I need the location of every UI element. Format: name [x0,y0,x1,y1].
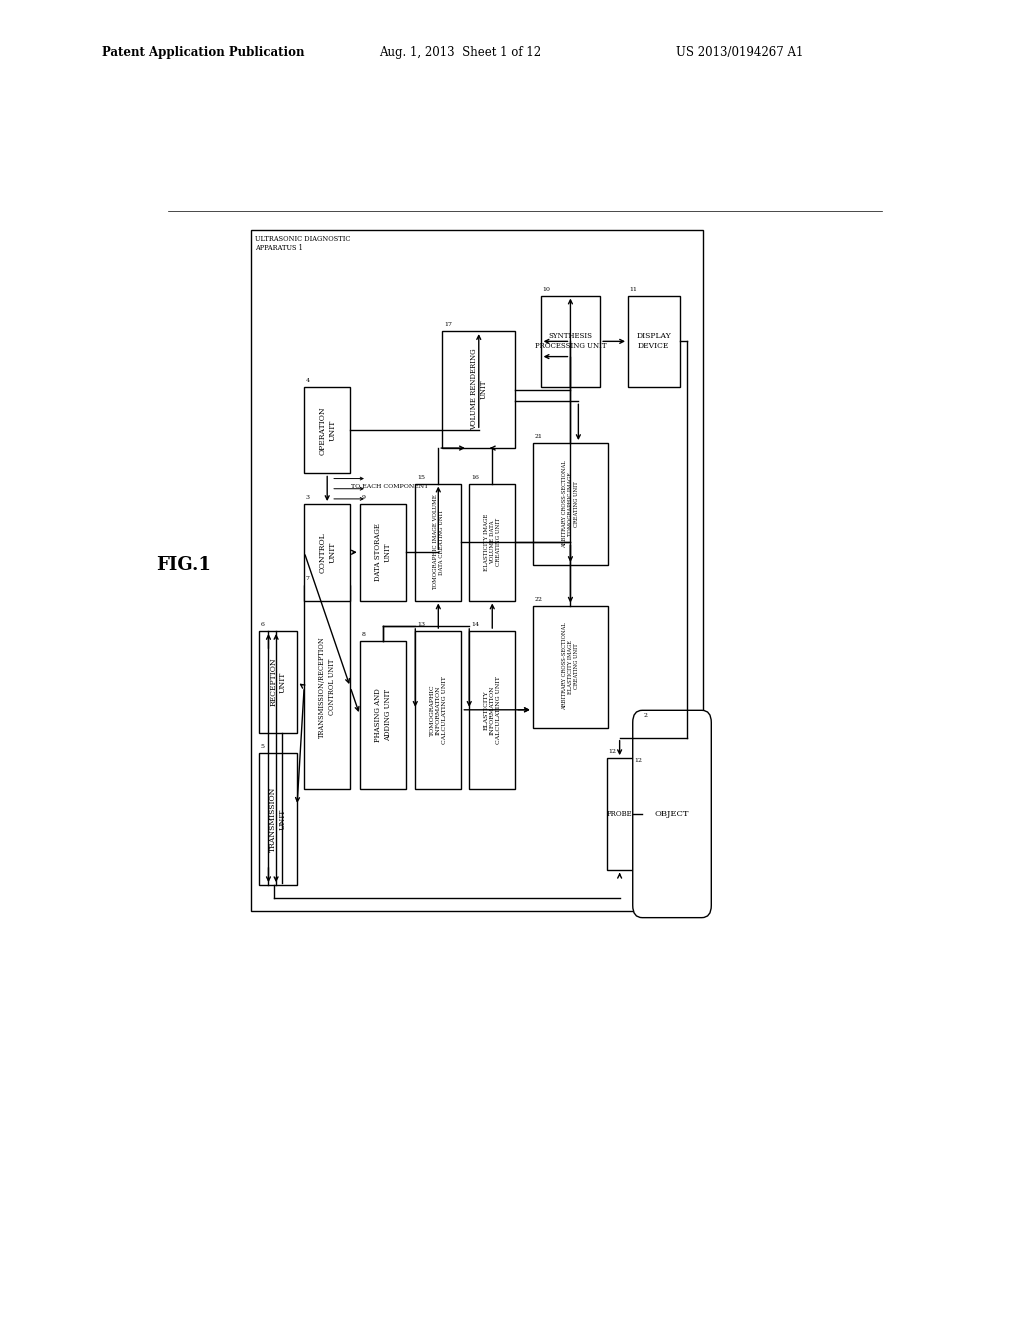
Text: TRANSMISSION/RECEPTION
CONTROL UNIT: TRANSMISSION/RECEPTION CONTROL UNIT [318,636,336,738]
Text: 14: 14 [471,622,479,627]
Bar [442,331,515,447]
Text: DISPLAY
DEVICE: DISPLAY DEVICE [636,333,671,350]
Text: 5: 5 [260,744,264,748]
Text: 17: 17 [443,322,452,327]
Text: 13: 13 [417,622,425,627]
Bar [304,585,350,788]
Text: TRANSMISSION
UNIT: TRANSMISSION UNIT [269,787,287,851]
Bar [259,631,297,733]
Text: 12: 12 [634,758,642,763]
Bar [532,606,608,727]
Text: VOLUME RENDERING
UNIT: VOLUME RENDERING UNIT [470,348,487,430]
Text: OBJECT: OBJECT [654,810,689,818]
Text: 12: 12 [608,748,616,754]
Bar [606,758,633,870]
Text: 16: 16 [471,475,478,479]
Bar [469,631,515,788]
Text: 6: 6 [260,622,264,627]
Text: 8: 8 [361,632,366,638]
Text: TOMOGRAPHIC IMAGE VOLUME
DATA CREATING UNIT: TOMOGRAPHIC IMAGE VOLUME DATA CREATING U… [433,494,443,590]
Text: 7: 7 [306,577,310,581]
Text: ELASTICITY IMAGE
VOLUME DATA
CREATING UNIT: ELASTICITY IMAGE VOLUME DATA CREATING UN… [483,513,501,570]
Bar [541,296,600,387]
Bar [416,483,461,601]
Bar [359,504,406,601]
Text: DATA STORAGE
UNIT: DATA STORAGE UNIT [374,523,391,581]
Bar [469,483,515,601]
Text: 11: 11 [630,286,638,292]
Text: OPERATION
UNIT: OPERATION UNIT [318,407,336,454]
Text: 22: 22 [535,597,543,602]
Text: SYNTHESIS
PROCESSING UNIT: SYNTHESIS PROCESSING UNIT [535,333,606,350]
Bar [532,444,608,565]
Text: TOMOGRAPHIC
INFORMATION
CALCULATING UNIT: TOMOGRAPHIC INFORMATION CALCULATING UNIT [430,676,447,743]
Text: TO EACH COMPONENT: TO EACH COMPONENT [351,483,428,488]
Text: Aug. 1, 2013  Sheet 1 of 12: Aug. 1, 2013 Sheet 1 of 12 [379,46,541,59]
Text: 3: 3 [306,495,310,500]
Text: Patent Application Publication: Patent Application Publication [102,46,305,59]
FancyBboxPatch shape [633,710,712,917]
Text: US 2013/0194267 A1: US 2013/0194267 A1 [676,46,803,59]
Bar [259,752,297,886]
Text: CONTROL
UNIT: CONTROL UNIT [318,532,336,573]
Bar [416,631,461,788]
Text: ULTRASONIC DIAGNOSTIC
APPARATUS 1: ULTRASONIC DIAGNOSTIC APPARATUS 1 [255,235,350,252]
Text: 2: 2 [644,713,648,718]
Bar [359,642,406,788]
Bar [628,296,680,387]
Text: 4: 4 [306,378,310,383]
Text: 15: 15 [417,475,425,479]
Text: ELASTICITY
INFORMATION
CALCULATING UNIT: ELASTICITY INFORMATION CALCULATING UNIT [483,676,501,743]
Bar [304,504,350,601]
Text: FIG.1: FIG.1 [156,556,211,574]
Text: PHASING AND
ADDING UNIT: PHASING AND ADDING UNIT [374,688,391,742]
Text: 21: 21 [535,434,543,440]
Text: ARBITRARY CROSS-SECTIONAL
TOMOGRAPHIC IMAGE
CREATING UNIT: ARBITRARY CROSS-SECTIONAL TOMOGRAPHIC IM… [562,461,580,548]
Bar [251,230,703,911]
Text: ARBITRARY CROSS-SECTIONAL
ELASTICITY IMAGE
CREATING UNIT: ARBITRARY CROSS-SECTIONAL ELASTICITY IMA… [562,623,580,710]
Text: RECEPTION
UNIT: RECEPTION UNIT [269,657,287,706]
Bar [304,387,350,474]
Text: 10: 10 [543,286,550,292]
Text: 9: 9 [361,495,366,500]
Text: PROBE: PROBE [607,810,633,818]
